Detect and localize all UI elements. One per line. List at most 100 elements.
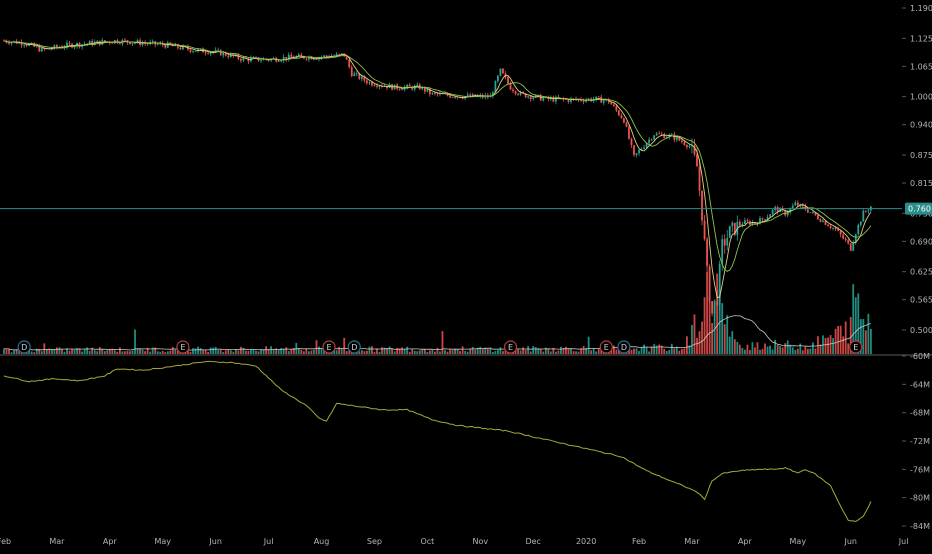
- volume-bar: [108, 348, 111, 354]
- candle-body: [103, 40, 106, 42]
- volume-bar: [595, 351, 598, 354]
- dividend-event-marker[interactable]: D: [17, 340, 31, 354]
- event-marker-circle[interactable]: [322, 340, 336, 354]
- event-marker-circle[interactable]: [599, 340, 613, 354]
- volume-bar: [154, 347, 157, 354]
- price-axis[interactable]: 1.1901.1251.0651.0000.9400.8750.8150.750…: [902, 4, 932, 335]
- volume-bar: [423, 349, 426, 354]
- volume-bar: [300, 349, 303, 354]
- volume-bar: [812, 342, 814, 354]
- volume-bar: [45, 349, 48, 354]
- earnings-event-marker[interactable]: E: [322, 340, 336, 354]
- candle-body: [837, 229, 840, 231]
- candle-body: [40, 47, 43, 52]
- event-marker-circle[interactable]: [17, 340, 31, 354]
- candle-body: [287, 54, 290, 60]
- candle-body: [222, 52, 225, 56]
- candle-body: [124, 39, 126, 41]
- volume-bar: [514, 349, 517, 354]
- candle-body: [607, 99, 610, 103]
- candle-body: [277, 61, 280, 62]
- volume-bar: [786, 340, 789, 354]
- candle-body: [812, 212, 814, 213]
- volume-bar: [519, 350, 522, 354]
- candle-body: [769, 214, 771, 218]
- volume-bar: [119, 347, 121, 354]
- candle-body: [96, 40, 99, 42]
- volume-bar: [804, 346, 807, 354]
- candle-body: [630, 138, 633, 146]
- candle-body: [428, 89, 431, 94]
- volume-bar: [444, 350, 446, 354]
- candle-body: [156, 44, 159, 45]
- volume-bar: [71, 349, 73, 354]
- candle-body: [794, 202, 797, 206]
- volume-bar: [592, 348, 595, 354]
- candle-body: [285, 56, 288, 60]
- candle-body: [434, 92, 436, 94]
- volume-bar: [759, 349, 761, 354]
- event-marker-circle[interactable]: [617, 340, 631, 354]
- volume-bar: [635, 348, 638, 354]
- candle-body: [527, 96, 530, 98]
- earnings-event-marker[interactable]: E: [599, 340, 613, 354]
- candle-body: [308, 56, 310, 60]
- candle-body: [746, 220, 749, 222]
- candle-body: [519, 92, 522, 95]
- volume-bar: [285, 347, 288, 354]
- volume-bar: [549, 351, 552, 354]
- volume-bar: [156, 351, 159, 354]
- candle-body: [754, 222, 756, 224]
- candle-body: [524, 93, 527, 98]
- earnings-event-marker[interactable]: E: [849, 340, 863, 354]
- event-marker-circle[interactable]: [176, 340, 190, 354]
- volume-bar: [585, 347, 588, 354]
- volume-bar: [323, 350, 325, 354]
- candle-body: [582, 100, 585, 102]
- volume-bar: [365, 350, 368, 354]
- candle-body: [625, 122, 628, 127]
- candle-body: [166, 42, 169, 48]
- event-marker-circle[interactable]: [347, 340, 361, 354]
- volume-bar: [111, 348, 114, 354]
- volume-bar: [502, 351, 504, 354]
- dividend-event-marker[interactable]: D: [617, 340, 631, 354]
- event-marker-circle[interactable]: [849, 340, 863, 354]
- earnings-event-marker[interactable]: E: [503, 340, 518, 354]
- volume-bar: [454, 348, 456, 354]
- candle-body: [844, 238, 847, 241]
- time-axis[interactable]: Feb Mar Apr May Jun Jul Aug Sep Oct Nov Dec 2020 Feb…: [0, 537, 908, 546]
- candle-body: [693, 145, 696, 155]
- indicator-tick-label: -84M: [910, 522, 930, 531]
- earnings-event-marker[interactable]: E: [176, 340, 190, 354]
- volume-bar: [159, 351, 162, 354]
- candle-body: [678, 137, 681, 141]
- candle-body: [708, 266, 711, 302]
- event-marker-circle[interactable]: [503, 340, 518, 354]
- volume-bar: [756, 342, 759, 354]
- candle-body: [182, 45, 184, 50]
- time-tick-label: May: [790, 537, 807, 546]
- volume-bar: [761, 348, 764, 354]
- dividend-event-marker[interactable]: D: [347, 340, 361, 354]
- volume-bar: [834, 328, 837, 354]
- volume-bar: [416, 351, 419, 354]
- volume-bar: [408, 351, 411, 354]
- time-tick-label: Mar: [684, 537, 700, 546]
- volume-bar: [134, 329, 136, 354]
- indicator-axis[interactable]: -60M -64M -68M -72M -76M -80M -84M: [902, 352, 930, 531]
- volume-bar: [197, 346, 199, 354]
- volume-bar: [292, 347, 295, 354]
- volume-bar: [486, 348, 489, 354]
- candle-body: [638, 150, 640, 154]
- volume-bar: [255, 350, 257, 354]
- candle-body: [83, 43, 86, 45]
- volume-bar: [129, 351, 131, 354]
- volume-bar: [708, 295, 711, 354]
- volume-bar: [144, 351, 147, 354]
- event-marker-label: E: [604, 343, 609, 352]
- candle-body: [680, 140, 683, 143]
